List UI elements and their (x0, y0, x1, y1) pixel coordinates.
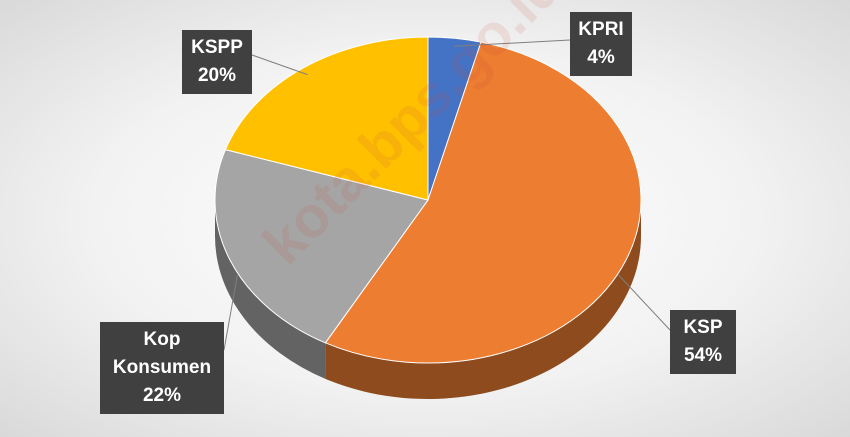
label-text: 4% (587, 47, 615, 68)
leader-line (251, 54, 308, 76)
data-label: Kop Konsumen 22% (100, 322, 224, 414)
label-text: 22% (142, 385, 182, 406)
label-text: KPRI (578, 19, 624, 40)
label-text: 20% (197, 65, 237, 86)
label-text: KSPP (191, 37, 243, 58)
slice-side (215, 200, 326, 379)
label-text: Kop Konsumen (112, 329, 212, 378)
slice-side (325, 200, 641, 399)
slice (214, 149, 429, 344)
data-label: KSP 54% (670, 310, 736, 374)
data-label: KPRI 4% (570, 12, 632, 76)
label-text: 54% (683, 345, 723, 366)
slice (324, 41, 642, 364)
slice (224, 36, 429, 201)
label-text: KSP (683, 317, 723, 338)
leader-line (223, 274, 238, 351)
data-label: KSPP 20% (182, 30, 252, 94)
leader-line (453, 39, 571, 47)
leader-line (618, 274, 671, 331)
